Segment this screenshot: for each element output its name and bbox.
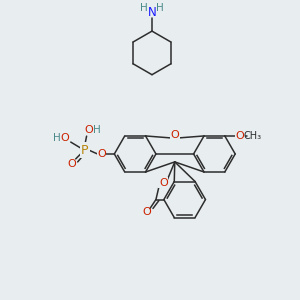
Text: H: H <box>93 125 101 135</box>
Text: O: O <box>235 131 244 141</box>
Text: H: H <box>156 3 164 13</box>
Text: O: O <box>143 207 152 218</box>
Text: O: O <box>84 125 93 135</box>
Text: O: O <box>159 178 168 188</box>
Text: O: O <box>68 159 76 169</box>
Text: P: P <box>81 143 88 157</box>
Text: N: N <box>148 6 156 19</box>
Text: O: O <box>97 149 106 159</box>
Text: H: H <box>53 133 61 143</box>
Text: O: O <box>60 133 69 143</box>
Text: O: O <box>170 130 179 140</box>
Text: H: H <box>140 3 148 13</box>
Text: CH₃: CH₃ <box>244 131 262 141</box>
